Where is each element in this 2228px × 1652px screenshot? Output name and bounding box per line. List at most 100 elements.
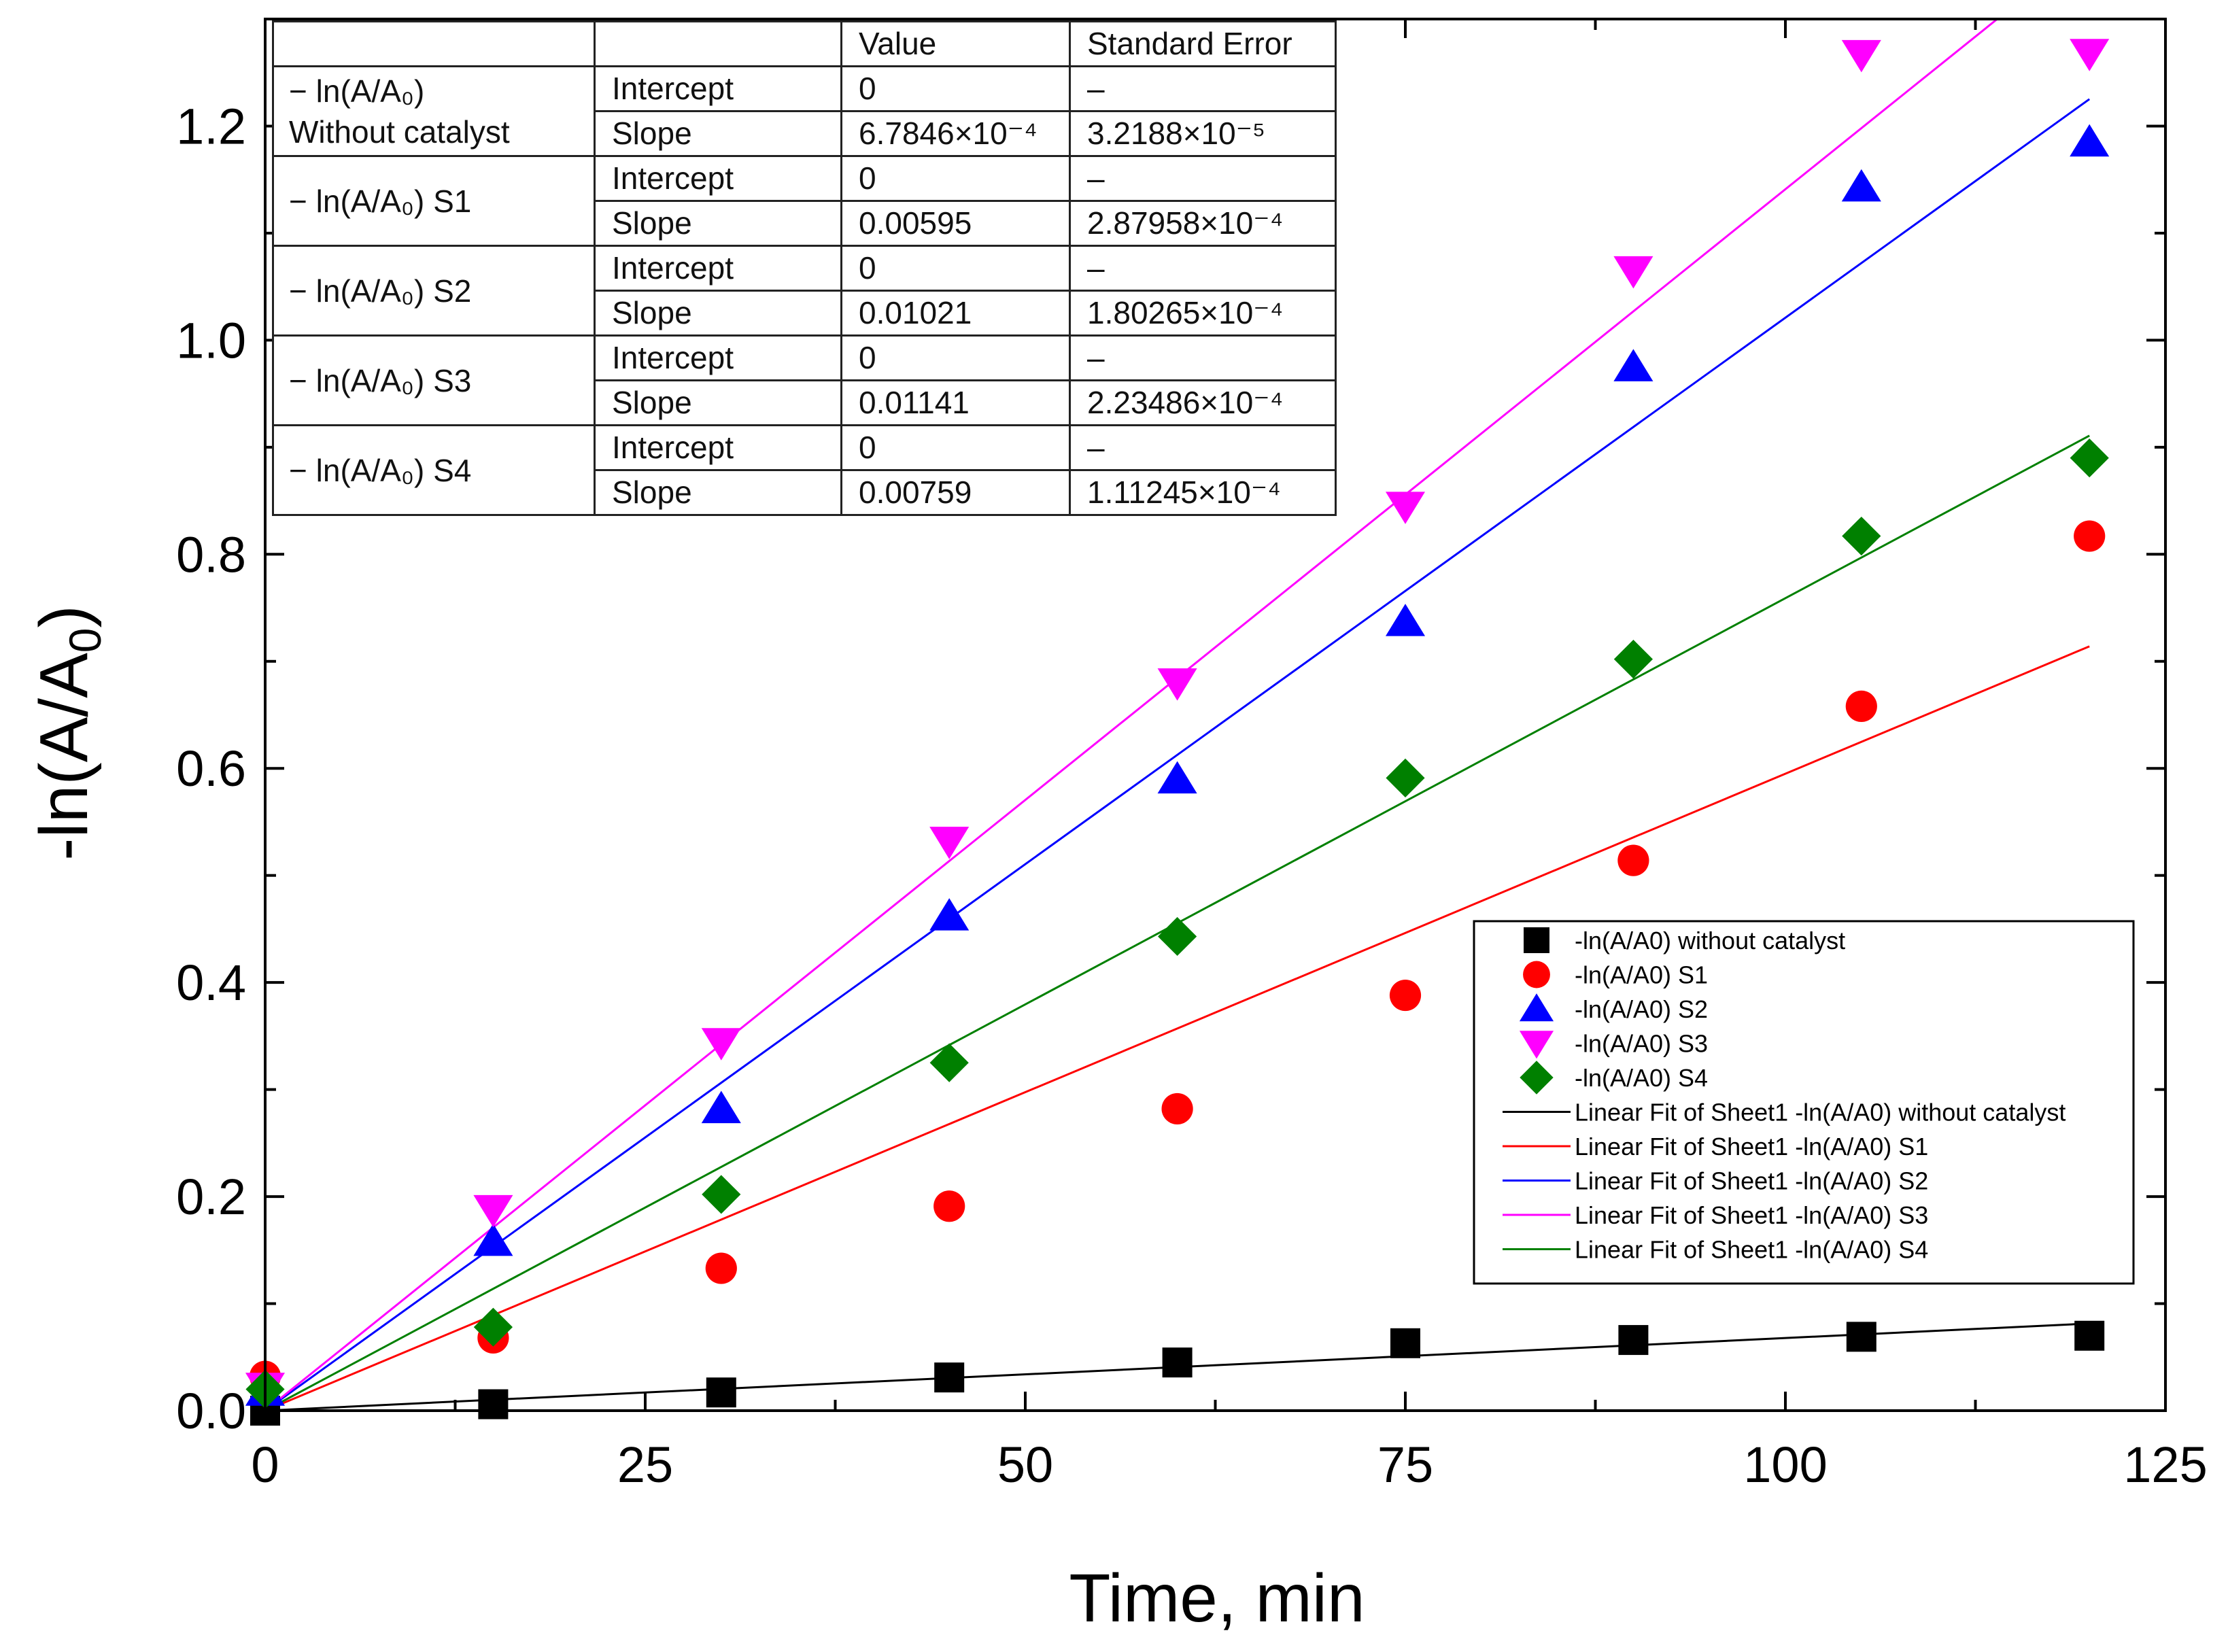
fit-line: [264, 18, 1998, 1412]
table-row: − ln(A/A₀) Without catalyst Intercept 0 –: [272, 65, 1337, 157]
data-point: [1617, 844, 1649, 876]
legend-label: -ln(A/A0) without catalyst: [1575, 927, 1845, 954]
table-header-cell: [272, 20, 596, 67]
legend-marker: [1523, 961, 1550, 988]
table-cell-value: 0.00595: [840, 200, 1071, 247]
table-cell-parameter: Intercept: [594, 424, 842, 471]
data-markers: [245, 39, 2110, 1426]
data-point: [1845, 690, 1877, 723]
table-cell-value: 0: [840, 155, 1071, 202]
table-cell-parameter: Intercept: [594, 155, 842, 202]
x-tick-label: 100: [1743, 1436, 1827, 1493]
table-row: Slope 0.00595 2.87958×10⁻⁴: [273, 200, 1337, 247]
x-tick-label: 75: [1377, 1436, 1433, 1493]
data-point: [929, 827, 970, 859]
table-row-label: − ln(A/A₀) Without catalyst: [272, 65, 596, 157]
data-point: [1846, 1322, 1876, 1352]
table-row: Slope 0.00759 1.11245×10⁻⁴: [273, 469, 1337, 516]
table-row: Slope 6.7846×10⁻⁴ 3.2188×10⁻⁵: [273, 110, 1337, 157]
data-point: [934, 1362, 965, 1393]
legend: -ln(A/A0) without catalyst -ln(A/A0) S1 -l…: [1473, 920, 2135, 1285]
y-tick-label: 1.0: [176, 312, 246, 368]
data-point: [1841, 39, 1881, 73]
table-header-standard-error: Standard Error: [1069, 20, 1337, 67]
y-tick-label: 0.8: [176, 526, 246, 583]
table-cell-parameter: Slope: [594, 290, 842, 337]
data-point: [1385, 492, 1426, 524]
table-cell-value: 0: [840, 334, 1071, 381]
table-cell-error: –: [1069, 155, 1337, 202]
table-cell-error: –: [1069, 424, 1337, 471]
table-cell-error: 1.80265×10⁻⁴: [1069, 290, 1337, 337]
x-tick-label: 25: [617, 1436, 673, 1493]
row-label-line: − ln(A/A₀): [289, 73, 425, 109]
legend-label: Linear Fit of Sheet1 -ln(A/A0) without c…: [1575, 1099, 2066, 1126]
y-tick-label: 0.0: [176, 1383, 246, 1439]
legend-label: Linear Fit of Sheet1 -ln(A/A0) S4: [1575, 1236, 1928, 1264]
data-point: [702, 1175, 741, 1214]
fit-parameters-table: Value Standard Error − ln(A/A₀) Without c…: [272, 20, 1337, 516]
data-point: [473, 1194, 513, 1228]
legend-marker: [1524, 927, 1549, 953]
legend-label: Linear Fit of Sheet1 -ln(A/A0) S2: [1575, 1167, 1928, 1195]
data-point: [478, 1389, 509, 1419]
y-axis-title-close: ): [26, 605, 102, 627]
legend-marker: [1520, 1061, 1554, 1095]
legend-label: -ln(A/A0) S3: [1575, 1030, 1708, 1058]
data-point: [1158, 916, 1197, 957]
legend-box: [1473, 920, 2135, 1285]
y-axis-title: -ln(A/A0): [26, 605, 110, 861]
data-point: [1613, 256, 1653, 289]
y-axis-title-sub: 0: [60, 627, 110, 653]
data-point: [1162, 1347, 1193, 1378]
data-point: [1161, 1092, 1193, 1125]
table-cell-error: 2.87958×10⁻⁴: [1069, 200, 1337, 247]
table-row-label: − ln(A/A₀) S1: [272, 155, 596, 247]
table-cell-parameter: Intercept: [594, 65, 842, 112]
data-point: [1157, 761, 1197, 794]
y-tick-label: 0.4: [176, 954, 246, 1011]
x-tick-label: 125: [2123, 1436, 2207, 1493]
data-point: [1618, 1325, 1649, 1356]
data-point: [1613, 349, 1653, 381]
fit-line: [264, 98, 2091, 1412]
data-point: [473, 1223, 513, 1256]
table-row: Slope 0.01141 2.23486×10⁻⁴: [273, 379, 1337, 426]
row-label-line: − ln(A/A₀) S2: [289, 273, 472, 309]
table-cell-error: –: [1069, 334, 1337, 381]
data-point: [473, 1307, 513, 1347]
data-point: [2074, 520, 2106, 552]
x-tick-label: 0: [251, 1436, 279, 1493]
table-cell-value: 6.7846×10⁻⁴: [840, 110, 1071, 157]
data-point: [933, 1190, 965, 1222]
data-point: [1385, 604, 1426, 636]
legend-label: -ln(A/A0) S2: [1575, 995, 1708, 1023]
data-point: [701, 1028, 741, 1061]
x-tick-label: 50: [997, 1436, 1053, 1493]
row-label-line: − ln(A/A₀) S1: [289, 183, 472, 219]
data-point: [1157, 668, 1197, 701]
table-header-value: Value: [840, 20, 1071, 67]
data-point: [2070, 438, 2109, 478]
data-point: [1841, 169, 1881, 202]
table-cell-value: 0.00759: [840, 469, 1071, 516]
table-cell-error: 1.11245×10⁻⁴: [1069, 469, 1337, 516]
table-cell-parameter: Slope: [594, 200, 842, 247]
table-row-label: − ln(A/A₀) S4: [272, 424, 596, 516]
data-point: [2070, 124, 2110, 157]
legend-label: -ln(A/A0) S1: [1575, 961, 1708, 989]
data-point: [2074, 1320, 2105, 1351]
data-point: [705, 1252, 737, 1284]
data-point: [1386, 758, 1425, 798]
y-tick-label: 1.2: [176, 98, 246, 154]
fit-line: [264, 645, 2090, 1412]
data-point: [1390, 1328, 1420, 1358]
table-cell-value: 0: [840, 65, 1071, 112]
row-label-line: − ln(A/A₀) S4: [289, 452, 472, 488]
y-axis-title-main: -ln(A/A: [26, 653, 102, 861]
table-cell-error: 3.2188×10⁻⁵: [1069, 110, 1337, 157]
table-cell-parameter: Intercept: [594, 334, 842, 381]
table-row: − ln(A/A₀) S1 Intercept 0 –: [272, 155, 1337, 247]
legend-label: -ln(A/A0) S4: [1575, 1064, 1708, 1092]
